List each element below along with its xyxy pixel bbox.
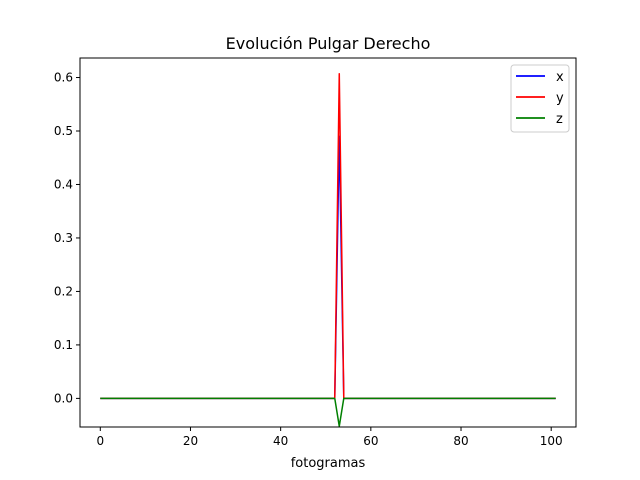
legend-box bbox=[510, 64, 570, 133]
y-tick-label: 0.3 bbox=[54, 231, 73, 245]
x-tick-label: 80 bbox=[453, 434, 468, 448]
plot-frame bbox=[79, 57, 577, 428]
legend-label-z: z bbox=[556, 112, 563, 127]
legend: xyz bbox=[510, 64, 570, 133]
x-axis-ticks: 0 20 40 60 80 100 bbox=[96, 427, 563, 448]
y-axis-ticks: 0.0 0.1 0.2 0.3 0.4 0.5 0.6 bbox=[54, 71, 80, 405]
chart-title: Evolución Pulgar Derecho bbox=[226, 34, 431, 53]
x-tick-label: 0 bbox=[96, 434, 104, 448]
series-line-z bbox=[100, 397, 556, 427]
x-tick-label: 60 bbox=[363, 434, 378, 448]
series-line-x bbox=[100, 135, 556, 400]
y-tick-label: 0.1 bbox=[54, 338, 73, 352]
x-tick-label: 20 bbox=[183, 434, 198, 448]
y-tick-label: 0.5 bbox=[54, 124, 73, 138]
plot-lines bbox=[100, 73, 556, 427]
y-tick-label: 0.2 bbox=[54, 284, 73, 298]
y-tick-label: 0.4 bbox=[54, 177, 73, 191]
series-line-y bbox=[100, 73, 556, 400]
legend-label-y: y bbox=[556, 91, 564, 106]
x-axis-label: fotogramas bbox=[291, 456, 366, 471]
legend-label-x: x bbox=[556, 70, 564, 85]
y-tick-label: 0.6 bbox=[54, 71, 73, 85]
x-tick-label: 100 bbox=[540, 434, 563, 448]
y-tick-label: 0.0 bbox=[54, 391, 73, 405]
x-tick-label: 40 bbox=[273, 434, 288, 448]
